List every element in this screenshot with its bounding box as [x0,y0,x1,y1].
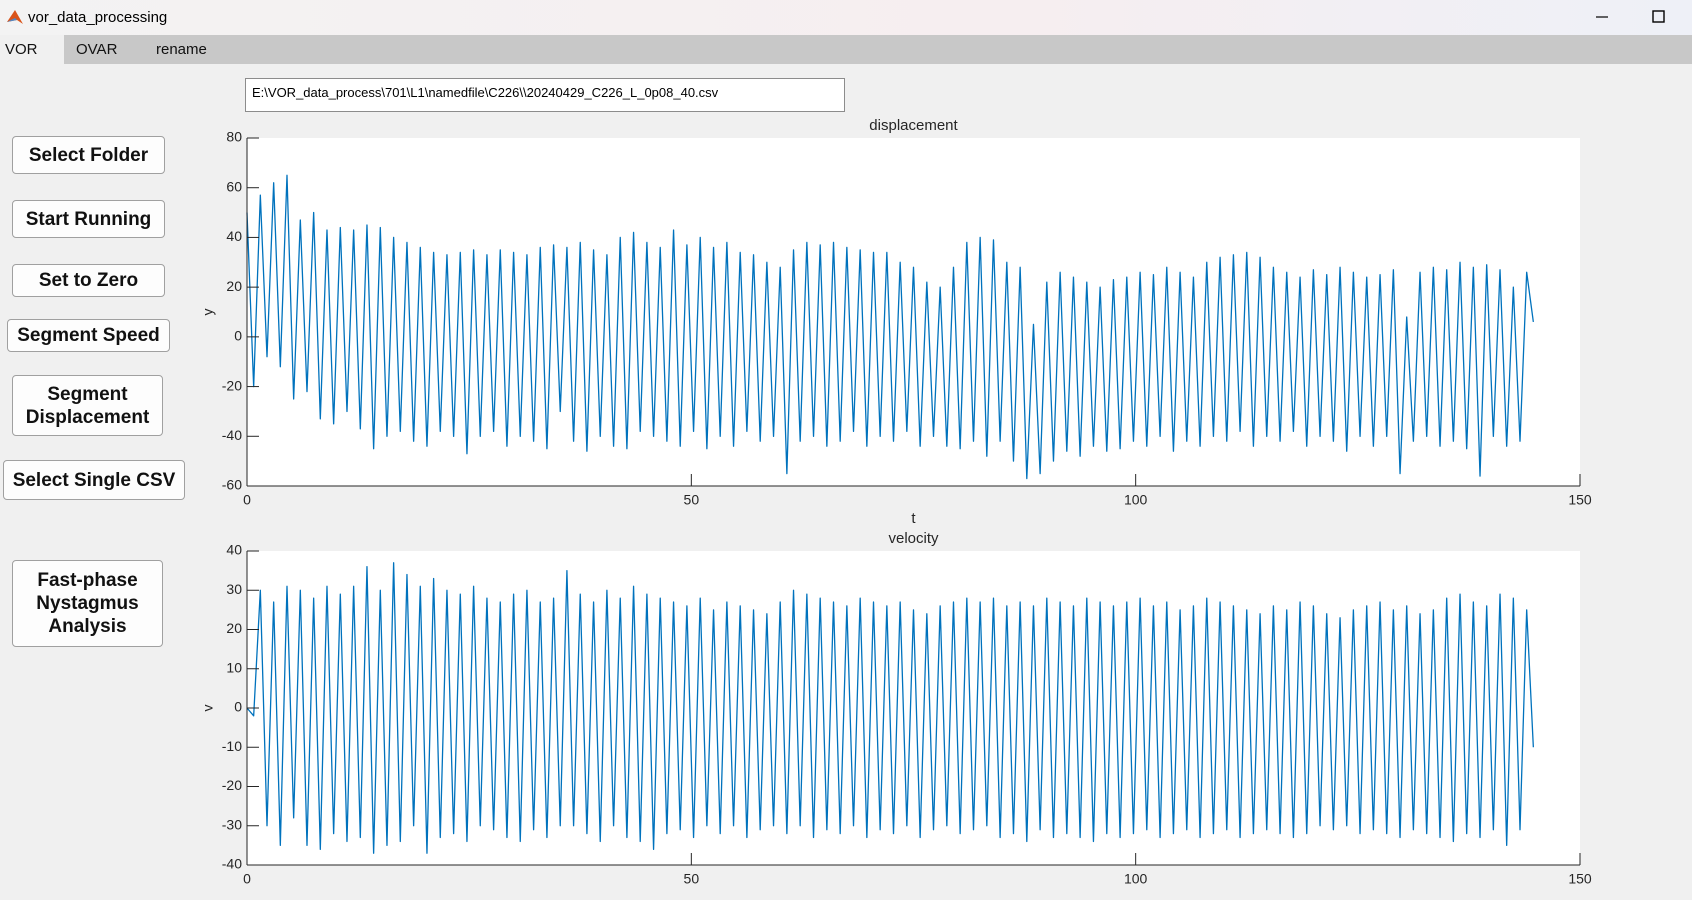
x-axis-label: t [911,510,916,527]
y-axis-label: v [200,705,216,712]
chart-title: velocity [888,530,939,547]
x-tick-label: 100 [1124,871,1148,887]
y-tick-label: -20 [222,377,242,393]
x-tick-label: 50 [684,871,700,887]
y-tick-label: 30 [226,581,242,597]
button[interactable]: Fast-phase Nystagmus Analysis [12,560,163,647]
button[interactable]: Segment Speed [7,319,170,352]
button[interactable]: Select Single CSV [3,460,185,500]
y-tick-label: -20 [222,777,242,793]
tab[interactable]: VOR [0,35,64,64]
window-title: vor_data_processing [28,9,168,26]
data-line [246,174,1534,480]
x-tick-label: 100 [1124,492,1148,508]
x-tick-label: 150 [1568,871,1592,887]
minimize-button[interactable] [1594,9,1610,25]
y-tick-label: 40 [226,542,242,558]
plot-area [247,138,1580,486]
y-tick-label: 20 [226,620,242,636]
y-tick-label: 80 [226,129,242,145]
y-tick-label: 20 [226,278,242,294]
y-tick-label: -10 [222,738,242,754]
chart-title: displacement [869,117,958,134]
button[interactable]: Start Running [12,200,165,238]
y-tick-label: 60 [226,178,242,194]
y-tick-label: -40 [222,856,242,872]
file-path-field[interactable]: E:\VOR_data_process\701\L1\namedfile\C22… [245,78,845,112]
x-tick-label: 150 [1568,492,1592,508]
tab-bar: VOR OVAR rename [0,35,1692,64]
y-tick-label: 10 [226,659,242,675]
y-axis-label: y [200,309,216,316]
button[interactable]: Segment Displacement [12,375,163,436]
y-tick-label: 0 [234,328,242,344]
maximize-button[interactable] [1651,9,1667,25]
data-line [246,562,1534,854]
y-tick-label: -60 [222,477,242,493]
x-tick-label: 0 [243,871,251,887]
button[interactable]: Select Folder [12,136,165,174]
y-tick-label: 40 [226,228,242,244]
y-tick-label: -40 [222,427,242,443]
tab[interactable]: rename [156,41,207,58]
plot-area [247,551,1580,865]
y-tick-label: 0 [234,699,242,715]
button[interactable]: Set to Zero [12,264,165,297]
title-bar: vor_data_processing [0,0,1692,35]
tab[interactable]: OVAR [76,41,118,58]
y-tick-label: -30 [222,816,242,832]
x-tick-label: 0 [243,492,251,508]
app-icon [7,10,23,24]
x-tick-label: 50 [684,492,700,508]
